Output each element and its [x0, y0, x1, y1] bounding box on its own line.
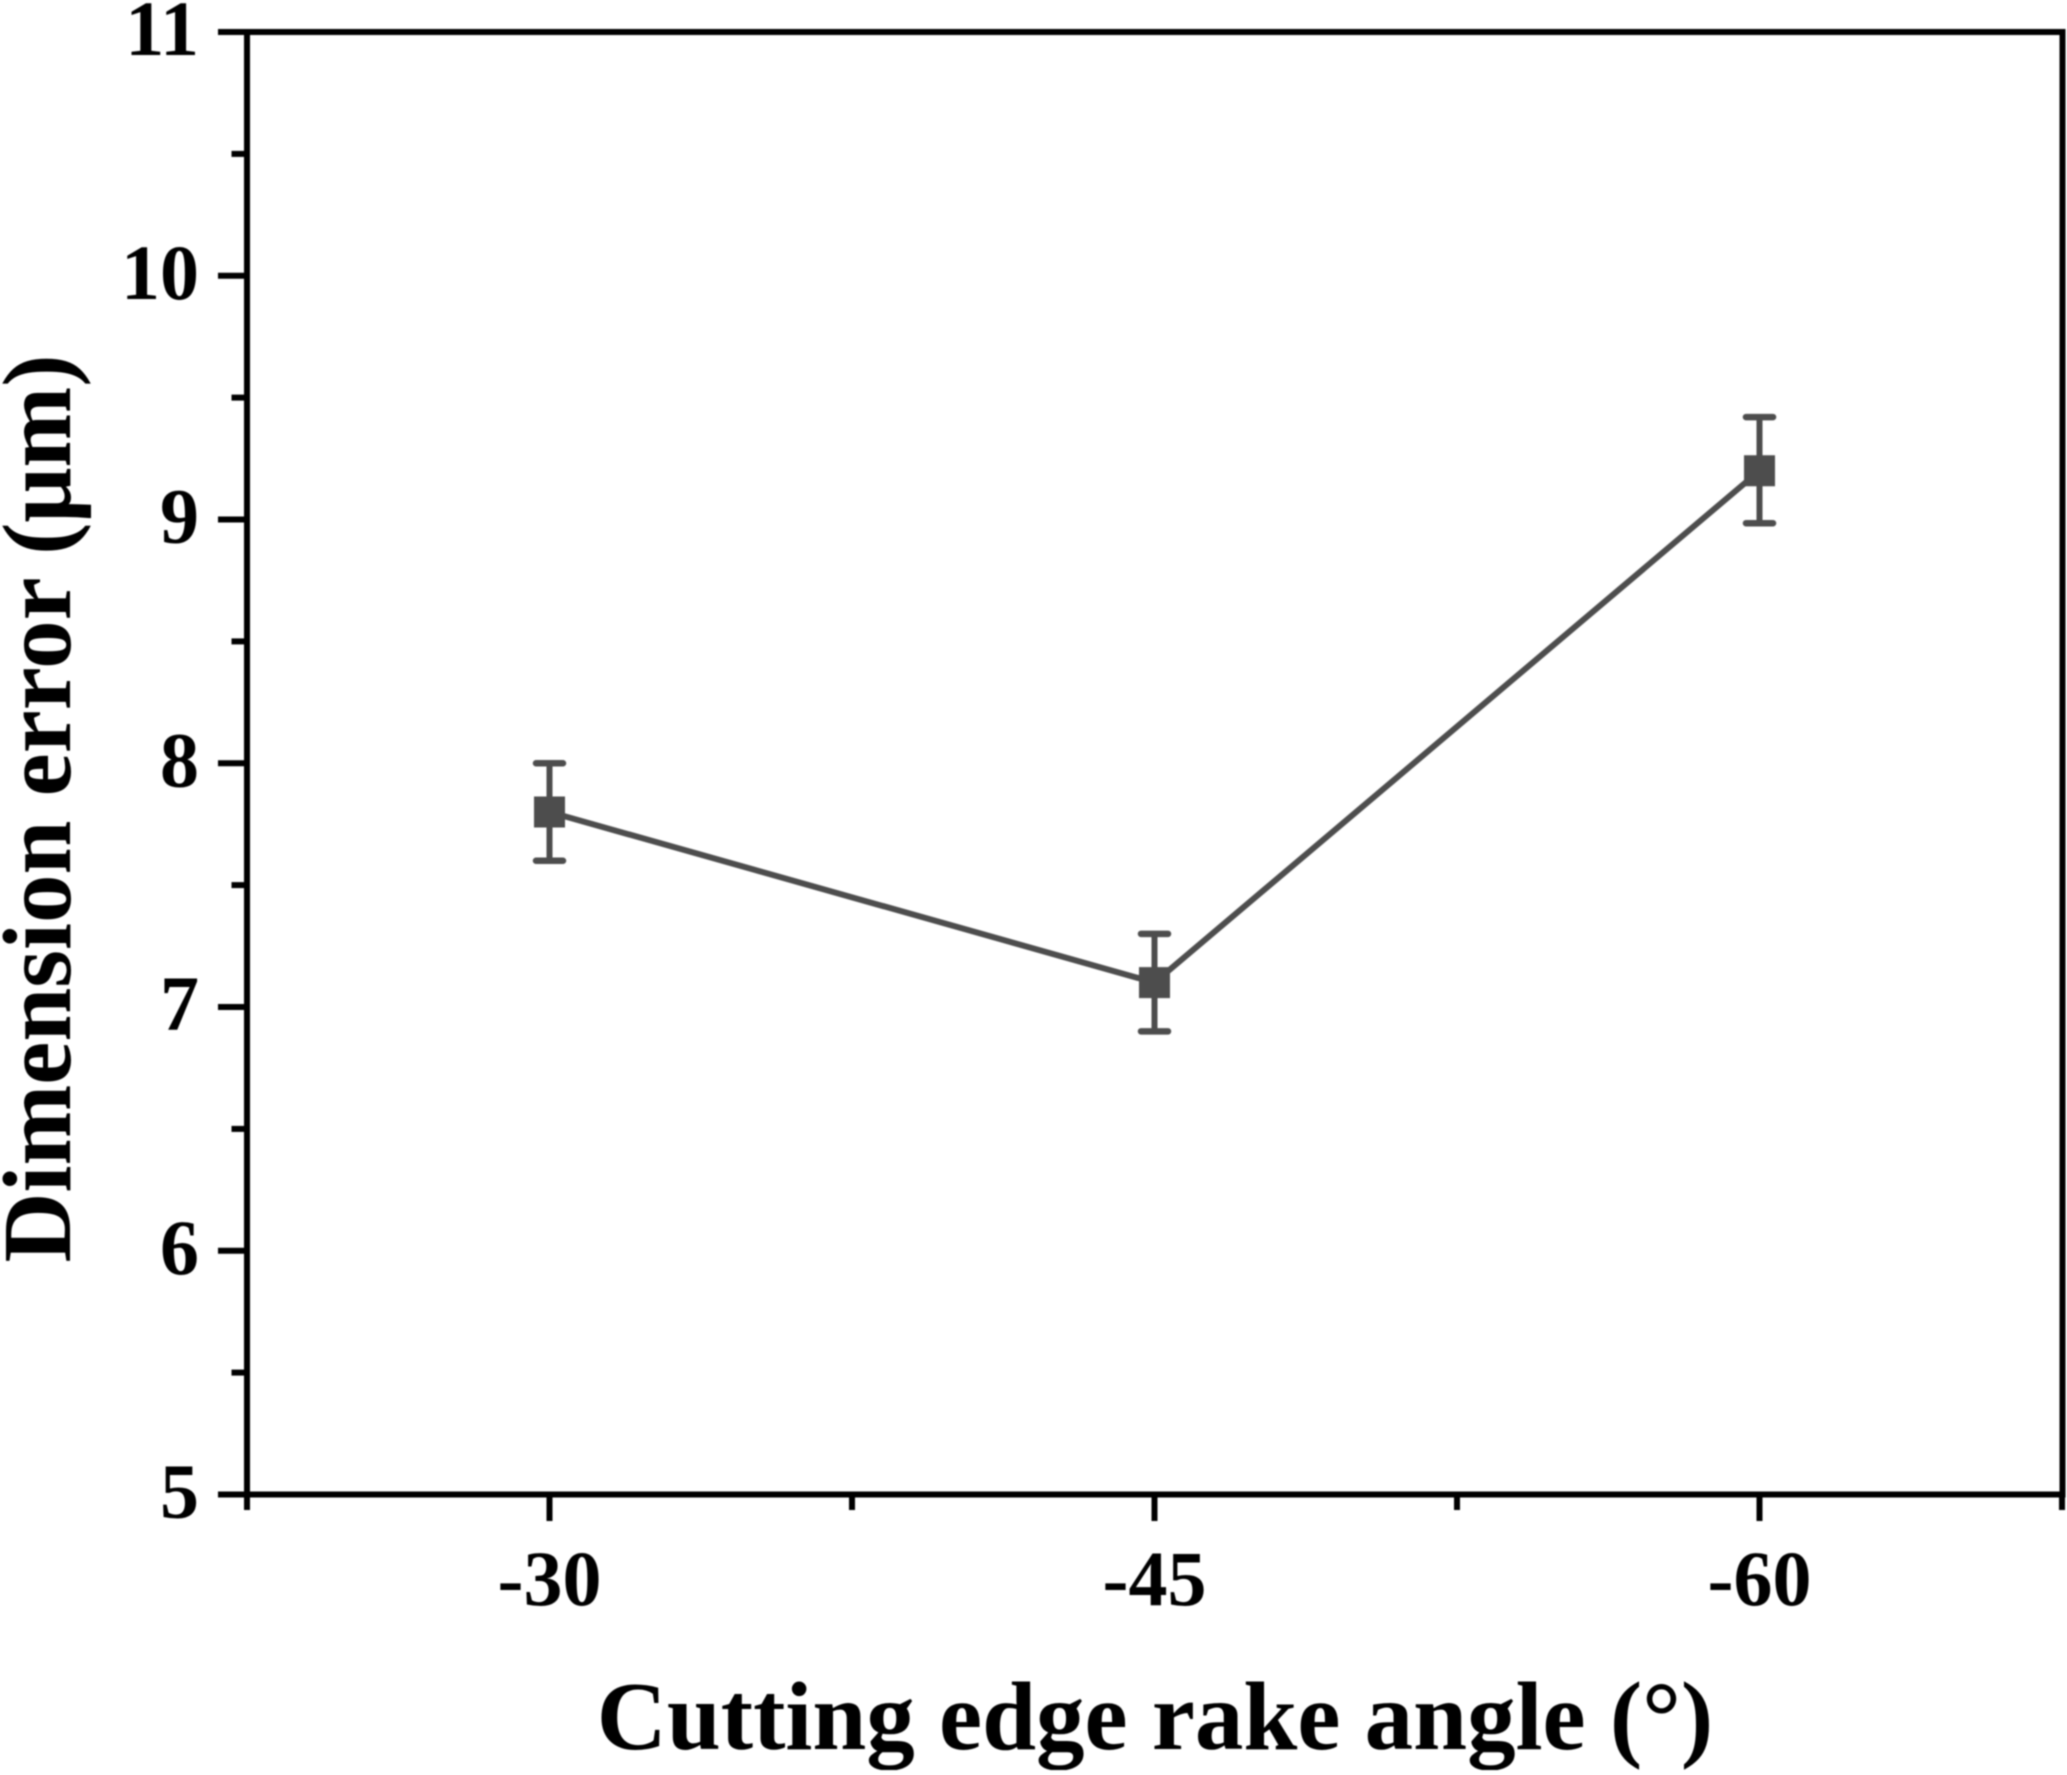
svg-text:5: 5 — [160, 1448, 199, 1535]
svg-text:10: 10 — [121, 229, 199, 316]
svg-text:Dimension error (μm): Dimension error (μm) — [0, 354, 91, 1262]
svg-text:7: 7 — [160, 960, 199, 1047]
svg-text:9: 9 — [160, 473, 199, 560]
svg-text:-60: -60 — [1708, 1535, 1812, 1622]
svg-text:Cutting edge rake angle (°): Cutting edge rake angle (°) — [597, 1663, 1713, 1770]
svg-text:6: 6 — [160, 1204, 199, 1291]
svg-text:8: 8 — [160, 716, 199, 803]
svg-text:11: 11 — [125, 0, 199, 72]
svg-text:-30: -30 — [498, 1535, 602, 1622]
svg-text:-45: -45 — [1103, 1535, 1207, 1622]
